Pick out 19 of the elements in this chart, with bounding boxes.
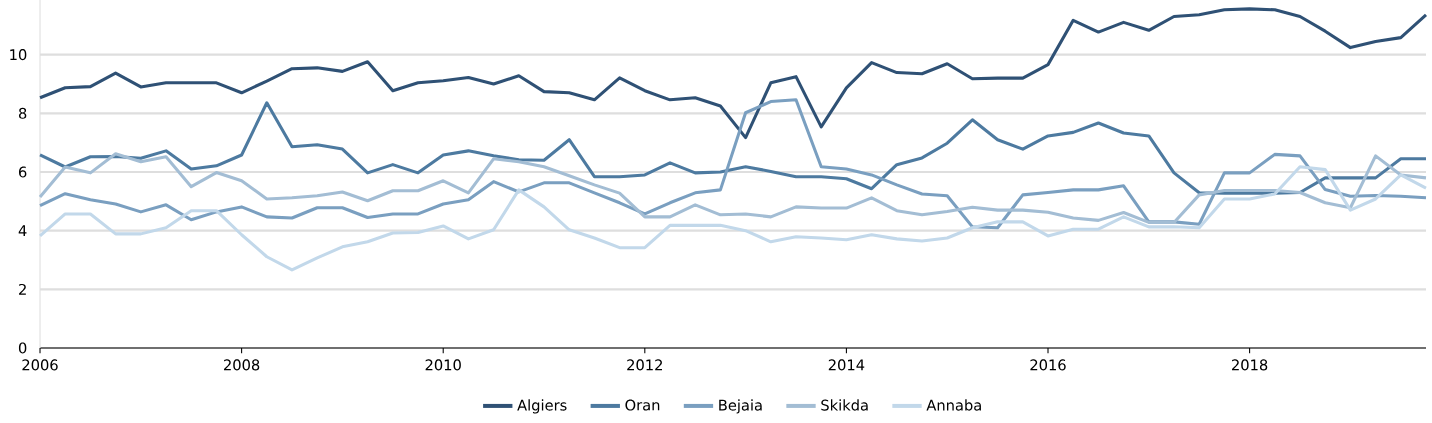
- legend-label: Bejaia: [719, 399, 762, 414]
- y-tick-label: 2: [19, 283, 26, 295]
- x-tick-label: 2018: [1232, 359, 1268, 371]
- y-tick-label: 6: [19, 166, 27, 178]
- y-tick-label: 8: [18, 107, 27, 119]
- x-tick-label: 2008: [224, 359, 260, 371]
- x-tick-label: 2014: [828, 359, 865, 371]
- legend-label: Annaba: [926, 399, 981, 411]
- legend-label: Oran: [625, 399, 660, 411]
- line-series: [38, 98, 1428, 230]
- x-tick-label: 2012: [627, 359, 662, 371]
- legend-label: Algiers: [517, 399, 567, 414]
- legend-label: Skikda: [821, 399, 868, 411]
- y-tick-label: 0: [18, 342, 27, 354]
- x-tick-label: 2010: [425, 359, 461, 371]
- x-tick-label: 2006: [22, 359, 58, 371]
- y-tick-label: 4: [18, 225, 27, 236]
- x-tick-label: 2016: [1030, 359, 1066, 371]
- y-tick-label: 10: [10, 49, 27, 61]
